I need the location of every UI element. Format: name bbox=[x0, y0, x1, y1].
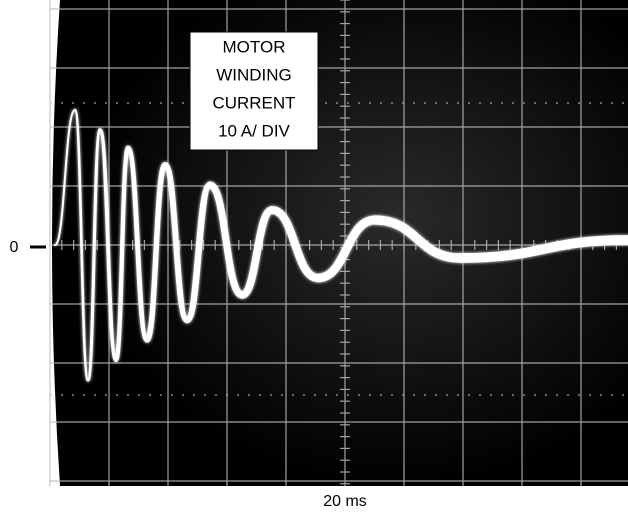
zero-label: 0 bbox=[10, 239, 19, 256]
trace-segment bbox=[53, 108, 77, 247]
trace-segment bbox=[238, 206, 276, 299]
label-line: CURRENT bbox=[212, 93, 295, 112]
trace-segment bbox=[98, 128, 118, 362]
trace-segment bbox=[206, 181, 246, 299]
label-line: MOTOR bbox=[223, 37, 286, 56]
trace-segment bbox=[144, 162, 168, 343]
label-box bbox=[189, 31, 319, 151]
trace-segment bbox=[313, 215, 380, 283]
trace-segment bbox=[162, 162, 190, 323]
time-label: 20 ms bbox=[323, 493, 367, 510]
trace-segment bbox=[267, 205, 323, 283]
trace-segment bbox=[370, 215, 465, 263]
trace-segment bbox=[125, 145, 150, 343]
trace-segment bbox=[455, 235, 628, 263]
label-line: WINDING bbox=[216, 65, 292, 84]
trace-segment bbox=[73, 108, 90, 382]
trace-segment bbox=[183, 181, 214, 324]
trace-segment bbox=[86, 128, 102, 382]
waveform-trace bbox=[53, 108, 628, 382]
label-line: 10 A/ DIV bbox=[218, 121, 290, 140]
trace-segment bbox=[113, 145, 131, 363]
label-text: MOTOR WINDING CURRENT 10 A/ DIV bbox=[212, 37, 295, 140]
